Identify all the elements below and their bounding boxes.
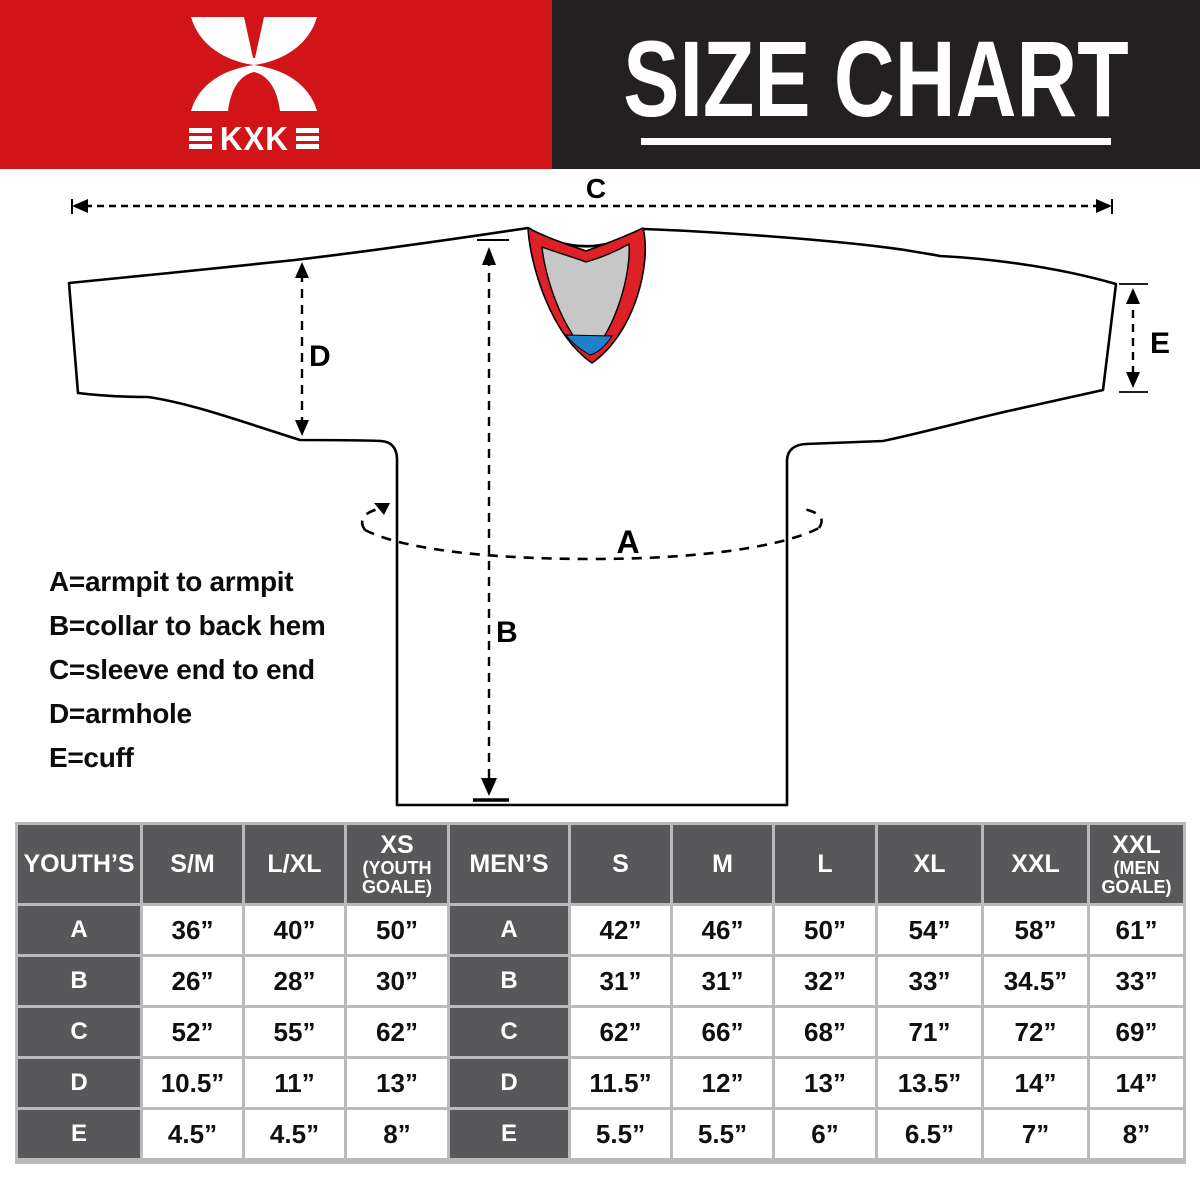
measure-D-arrow: [295, 262, 309, 436]
men-size-value: 31”: [571, 957, 670, 1005]
youth-size-value: 13”: [347, 1059, 447, 1107]
youth-size-value: 4.5”: [245, 1110, 344, 1158]
jersey-measurement-diagram: C D B A: [67, 173, 1170, 807]
men-size-column-header: XXL (MEN GOALE): [1090, 825, 1183, 903]
men-size-value: 50”: [775, 906, 875, 954]
youth-measure-label: D: [18, 1059, 140, 1107]
legend-line-c: C=sleeve end to end: [49, 654, 315, 685]
men-size-value: 69”: [1090, 1008, 1183, 1056]
logo-wordmark-row: KXK: [188, 122, 320, 155]
title-underline: [641, 137, 1111, 145]
measure-C-label: C: [586, 173, 606, 204]
youth-size-value: 26”: [143, 957, 242, 1005]
top-banner: KXK SIZE CHART: [0, 0, 1200, 169]
measure-B-label: B: [496, 616, 518, 649]
men-size-value: 11.5”: [571, 1059, 670, 1107]
legend-line-b: B=collar to back hem: [49, 610, 326, 641]
kxk-emblem-icon: [191, 17, 317, 111]
youth-size-column-header: XS (YOUTH GOALE): [347, 825, 447, 903]
youth-measure-label: E: [18, 1110, 140, 1158]
measurement-legend: A=armpit to armpit B=collar to back hem …: [49, 560, 326, 780]
men-size-value: 62”: [571, 1008, 670, 1056]
youth-size-value: 50”: [347, 906, 447, 954]
collar-blue-triangle: [564, 334, 613, 356]
youth-size-value: 11”: [245, 1059, 344, 1107]
measure-A-arrow: [360, 503, 823, 561]
men-measure-label: C: [450, 1008, 568, 1056]
men-size-value: 14”: [984, 1059, 1087, 1107]
men-size-value: 58”: [984, 906, 1087, 954]
men-size-value: 42”: [571, 906, 670, 954]
men-size-value: 5.5”: [673, 1110, 772, 1158]
men-size-value: 61”: [1090, 906, 1183, 954]
men-measure-label: B: [450, 957, 568, 1005]
title-banner: SIZE CHART: [552, 0, 1200, 169]
logo-text: KXK: [219, 120, 289, 157]
measure-B-arrow: [473, 239, 509, 802]
men-size-value: 5.5”: [571, 1110, 670, 1158]
youth-size-value: 55”: [245, 1008, 344, 1056]
men-size-value: 7”: [984, 1110, 1087, 1158]
youth-size-column-header: S/M: [143, 825, 242, 903]
men-size-column-header: M: [673, 825, 772, 903]
legend-line-d: D=armhole: [49, 698, 192, 729]
men-size-value: 8”: [1090, 1110, 1183, 1158]
men-size-value: 46”: [673, 906, 772, 954]
brand-logo: KXK: [188, 16, 320, 155]
youth-size-column-header: L/XL: [245, 825, 344, 903]
measure-E-arrow: [1119, 283, 1148, 393]
men-size-value: 71”: [878, 1008, 981, 1056]
triple-bar-right-icon: [296, 128, 320, 149]
men-size-value: 12”: [673, 1059, 772, 1107]
youth-size-value: 10.5”: [143, 1059, 242, 1107]
youth-size-value: 36”: [143, 906, 242, 954]
men-size-column-header: L: [775, 825, 875, 903]
men-size-value: 13.5”: [878, 1059, 981, 1107]
men-size-value: 32”: [775, 957, 875, 1005]
size-table: YOUTH’S S/M L/XL XS (YOUTH GOALE) MEN’S S M L XL X…: [15, 822, 1186, 1164]
youth-size-value: 28”: [245, 957, 344, 1005]
men-measure-label: D: [450, 1059, 568, 1107]
men-section-header: MEN’S: [450, 825, 568, 903]
jersey-outline: [67, 226, 1118, 807]
legend-line-a: A=armpit to armpit: [49, 566, 294, 597]
triple-bar-left-icon: [188, 128, 212, 149]
men-measure-label: A: [450, 906, 568, 954]
measure-D-label: D: [309, 340, 331, 373]
men-size-value: 72”: [984, 1008, 1087, 1056]
youth-measure-label: C: [18, 1008, 140, 1056]
measure-E-label: E: [1150, 327, 1170, 360]
collar-inner-gray: [541, 243, 630, 356]
men-size-column-header: XL: [878, 825, 981, 903]
measure-A-label: A: [616, 524, 639, 560]
men-size-value: 6”: [775, 1110, 875, 1158]
youth-measure-label: B: [18, 957, 140, 1005]
youth-size-value: 62”: [347, 1008, 447, 1056]
youth-size-value: 52”: [143, 1008, 242, 1056]
men-size-value: 33”: [1090, 957, 1183, 1005]
men-size-value: 14”: [1090, 1059, 1183, 1107]
men-size-value: 6.5”: [878, 1110, 981, 1158]
legend-line-e: E=cuff: [49, 742, 134, 773]
men-size-value: 54”: [878, 906, 981, 954]
men-size-value: 33”: [878, 957, 981, 1005]
men-size-value: 66”: [673, 1008, 772, 1056]
brand-banner: KXK: [0, 0, 552, 169]
men-size-value: 31”: [673, 957, 772, 1005]
youth-size-value: 4.5”: [143, 1110, 242, 1158]
men-size-column-header: XXL: [984, 825, 1087, 903]
page-title: SIZE CHART: [623, 17, 1129, 139]
youth-size-value: 30”: [347, 957, 447, 1005]
youth-measure-label: A: [18, 906, 140, 954]
men-size-value: 68”: [775, 1008, 875, 1056]
measure-C-arrow: [71, 199, 1113, 214]
youth-size-value: 8”: [347, 1110, 447, 1158]
men-size-value: 34.5”: [984, 957, 1087, 1005]
youth-size-value: 40”: [245, 906, 344, 954]
men-measure-label: E: [450, 1110, 568, 1158]
men-size-value: 13”: [775, 1059, 875, 1107]
youth-section-header: YOUTH’S: [18, 825, 140, 903]
men-size-column-header: S: [571, 825, 670, 903]
